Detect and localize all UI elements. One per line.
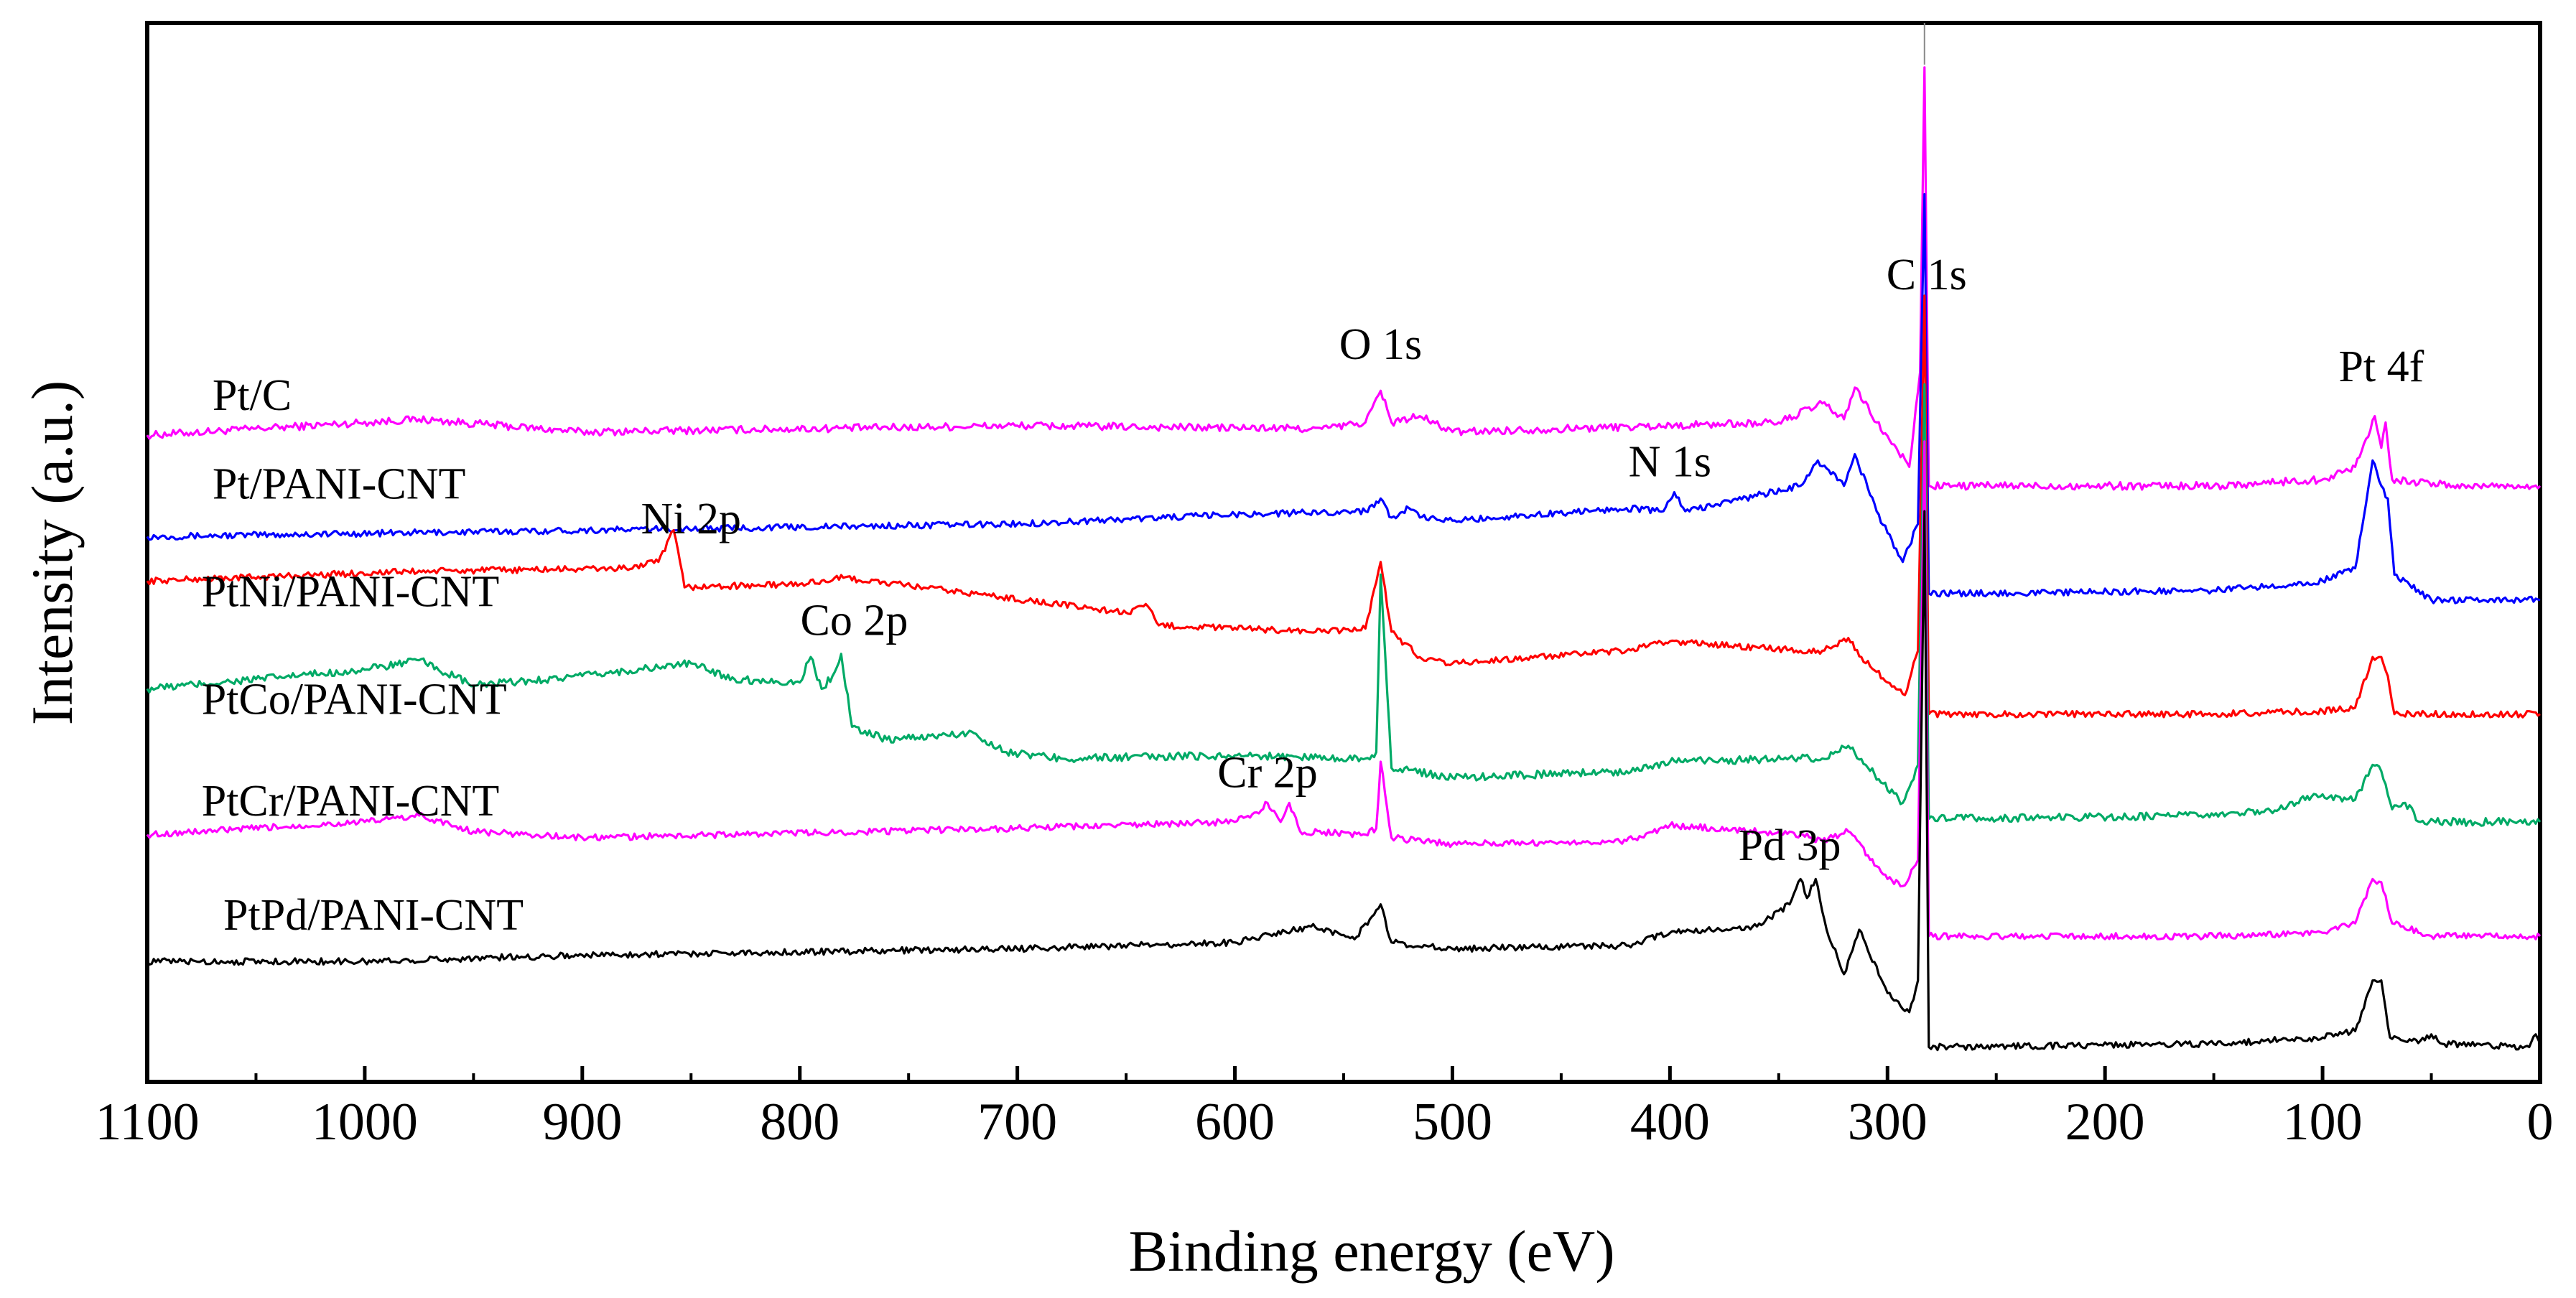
series-line-2 — [146, 294, 2541, 719]
peak-label: Co 2p — [801, 596, 908, 645]
x-axis-title: Binding energy (eV) — [1128, 1218, 1614, 1284]
series-label: Pt/PANI-CNT — [213, 459, 466, 508]
x-tick-label: 200 — [2065, 1093, 2145, 1152]
series-line-0 — [146, 66, 2542, 491]
series-label: PtNi/PANI-CNT — [202, 568, 500, 617]
x-tick-label: 400 — [1630, 1093, 1710, 1152]
series-label: Pt/C — [213, 371, 292, 420]
series-line-4 — [146, 440, 2542, 940]
peak-label: C 1s — [1887, 251, 1967, 299]
peak-label: Cr 2p — [1217, 748, 1318, 797]
series-label: PtCo/PANI-CNT — [202, 676, 507, 724]
x-tick-label: 0 — [2527, 1093, 2554, 1152]
peak-label: Ni 2p — [641, 495, 742, 543]
series-group — [146, 66, 2542, 1052]
x-tick-label: 300 — [1848, 1093, 1928, 1152]
series-labels: Pt/C Pt/PANI-CNT PtNi/PANI-CNT PtCo/PANI-CN… — [202, 371, 524, 940]
series-line-3 — [146, 383, 2542, 827]
peak-label: O 1s — [1339, 320, 1422, 369]
y-axis-title: Intensity (a.u.) — [19, 380, 85, 725]
x-tick-label: 900 — [542, 1093, 622, 1152]
peak-annotations: O 1s C 1s Pt 4f N 1s Ni 2p Co 2p Cr 2p Pd 3p — [641, 251, 2424, 870]
x-tick-label: 100 — [2283, 1093, 2363, 1152]
series-line-5 — [146, 510, 2542, 1052]
x-tick-label: 600 — [1195, 1093, 1275, 1152]
peak-label: Pt 4f — [2338, 342, 2424, 391]
peak-label: N 1s — [1629, 438, 1711, 487]
series-line-1 — [146, 192, 2541, 604]
series-label: PtPd/PANI-CNT — [223, 891, 524, 940]
x-tick-label: 1100 — [95, 1093, 199, 1152]
x-tick-label: 1000 — [312, 1093, 418, 1152]
x-tick-label: 500 — [1413, 1093, 1492, 1152]
series-label: PtCr/PANI-CNT — [202, 777, 500, 826]
x-tick-label: 800 — [760, 1093, 840, 1152]
x-axis-ticks: 1100 1000 900 800 700 600 500 400 300 200 100 0 — [95, 1066, 2554, 1152]
x-tick-label: 700 — [977, 1093, 1057, 1152]
peak-label: Pd 3p — [1738, 821, 1841, 870]
